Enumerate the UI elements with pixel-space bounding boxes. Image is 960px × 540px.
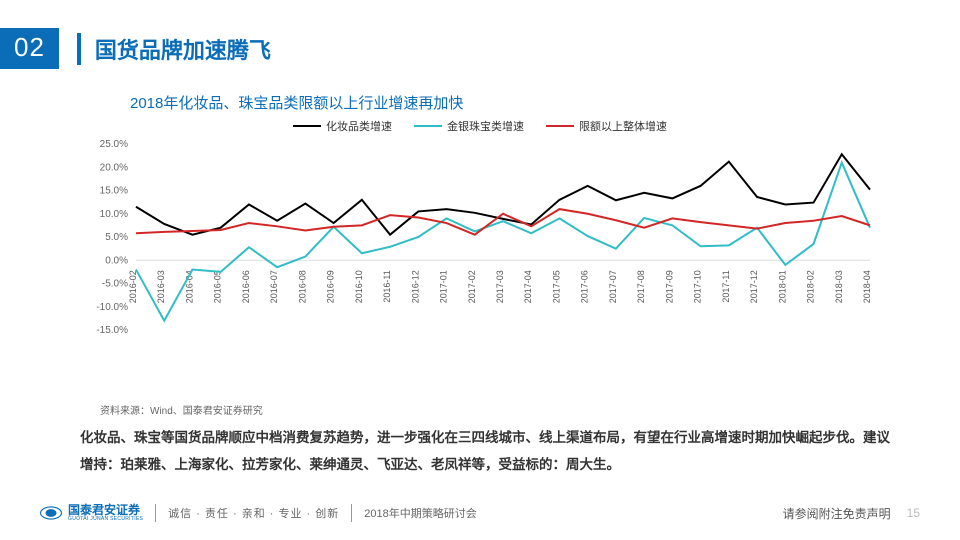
legend-label: 化妆品类增速 <box>326 118 392 134</box>
svg-text:2017-04: 2017-04 <box>523 270 533 303</box>
svg-text:20.0%: 20.0% <box>100 162 128 173</box>
line-chart: 化妆品类增速 金银珠宝类增速 限额以上整体增速 -15.0% -10.0% -5.0% 0… <box>80 118 880 398</box>
svg-text:0.0%: 0.0% <box>105 255 128 266</box>
body-paragraph: 化妆品、珠宝等国货品牌顺应中档消费复苏趋势，进一步强化在三四线城市、线上渠道布局… <box>80 424 900 478</box>
logo-icon <box>40 506 62 520</box>
logo-text: 国泰君安证券 <box>68 504 143 516</box>
svg-text:2016-05: 2016-05 <box>213 270 223 303</box>
svg-text:15.0%: 15.0% <box>100 186 128 197</box>
svg-text:-10.0%: -10.0% <box>96 302 128 313</box>
chart-svg: -15.0% -10.0% -5.0% 0.0% 5.0% 10.0% 15.0% 20.0%… <box>80 138 880 398</box>
footer: 国泰君安证券 GUOTAI JUNAN SECURITIES 诚信 · 责任 ·… <box>0 504 960 522</box>
footer-divider <box>155 504 156 522</box>
logo-subtext: GUOTAI JUNAN SECURITIES <box>68 516 143 522</box>
svg-text:2017-11: 2017-11 <box>721 270 731 302</box>
svg-text:2016-07: 2016-07 <box>269 270 279 303</box>
page-number: 15 <box>907 506 920 520</box>
svg-text:2016-03: 2016-03 <box>156 270 166 303</box>
legend-label: 金银珠宝类增速 <box>447 118 524 134</box>
footer-divider <box>351 504 352 522</box>
svg-text:2016-02: 2016-02 <box>128 270 138 303</box>
svg-text:2017-03: 2017-03 <box>495 270 505 303</box>
svg-text:2017-02: 2017-02 <box>467 270 477 303</box>
svg-text:2017-12: 2017-12 <box>749 270 759 303</box>
legend-swatch <box>293 125 321 128</box>
slide-header: 02 国货品牌加速腾飞 <box>0 28 271 69</box>
svg-text:2017-10: 2017-10 <box>693 270 703 303</box>
svg-text:2016-09: 2016-09 <box>326 270 336 303</box>
svg-text:2017-06: 2017-06 <box>580 270 590 303</box>
svg-text:2016-08: 2016-08 <box>297 270 307 303</box>
svg-text:2017-08: 2017-08 <box>636 270 646 303</box>
legend-item: 金银珠宝类增速 <box>414 118 524 134</box>
svg-text:2018-01: 2018-01 <box>777 270 787 303</box>
subtitle: 2018年化妆品、珠宝品类限额以上行业增速再加快 <box>130 92 463 113</box>
brand-logo: 国泰君安证券 GUOTAI JUNAN SECURITIES <box>40 504 143 522</box>
legend-item: 限额以上整体增速 <box>546 118 667 134</box>
svg-text:25.0%: 25.0% <box>100 139 128 150</box>
legend-swatch <box>414 125 442 128</box>
svg-text:2016-11: 2016-11 <box>382 270 392 302</box>
footer-event: 2018年中期策略研讨会 <box>364 505 476 521</box>
svg-text:5.0%: 5.0% <box>105 232 128 243</box>
svg-text:2016-10: 2016-10 <box>354 270 364 303</box>
svg-text:-15.0%: -15.0% <box>96 325 128 336</box>
series-line <box>136 154 870 234</box>
svg-text:10.0%: 10.0% <box>100 209 128 220</box>
slide-title: 国货品牌加速腾飞 <box>95 33 271 65</box>
footer-motto: 诚信 · 责任 · 亲和 · 专业 · 创新 <box>168 505 339 521</box>
title-bar: 国货品牌加速腾飞 <box>77 33 271 65</box>
slide-number: 02 <box>0 28 59 69</box>
svg-text:2018-03: 2018-03 <box>834 270 844 303</box>
svg-text:2016-06: 2016-06 <box>241 270 251 303</box>
svg-text:2018-04: 2018-04 <box>862 270 872 303</box>
footer-disclaimer: 请参阅附注免责声明 <box>783 505 891 522</box>
legend-swatch <box>546 125 574 128</box>
svg-text:2017-07: 2017-07 <box>608 270 618 303</box>
svg-text:2018-02: 2018-02 <box>806 270 816 303</box>
svg-text:2016-12: 2016-12 <box>410 270 420 303</box>
legend-label: 限额以上整体增速 <box>579 118 667 134</box>
chart-source: 资料来源：Wind、国泰君安证券研究 <box>100 402 263 417</box>
svg-text:2017-09: 2017-09 <box>664 270 674 303</box>
svg-text:2017-05: 2017-05 <box>551 270 561 303</box>
svg-text:2017-01: 2017-01 <box>439 270 449 303</box>
legend-item: 化妆品类增速 <box>293 118 392 134</box>
svg-text:-5.0%: -5.0% <box>102 279 128 290</box>
chart-legend: 化妆品类增速 金银珠宝类增速 限额以上整体增速 <box>80 118 880 134</box>
